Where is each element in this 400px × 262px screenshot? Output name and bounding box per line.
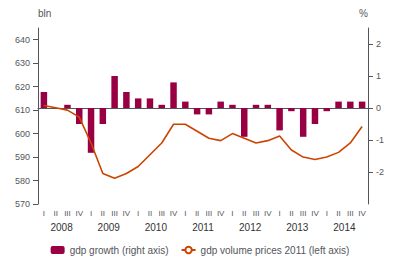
svg-text:II: II xyxy=(101,209,105,218)
svg-text:III: III xyxy=(111,209,118,218)
svg-text:0: 0 xyxy=(376,103,381,113)
svg-text:600: 600 xyxy=(15,129,30,139)
svg-text:I: I xyxy=(137,209,139,218)
svg-text:IV: IV xyxy=(311,209,319,218)
svg-text:2009: 2009 xyxy=(98,222,121,233)
svg-text:IV: IV xyxy=(217,209,225,218)
svg-text:IV: IV xyxy=(358,209,366,218)
svg-text:IV: IV xyxy=(170,209,178,218)
svg-text:630: 630 xyxy=(15,58,30,68)
svg-text:-2: -2 xyxy=(376,167,384,177)
svg-text:580: 580 xyxy=(15,176,30,186)
svg-text:I: I xyxy=(90,209,92,218)
svg-text:II: II xyxy=(336,209,340,218)
svg-text:I: I xyxy=(231,209,233,218)
svg-text:2: 2 xyxy=(376,39,381,49)
svg-text:II: II xyxy=(53,209,57,218)
svg-text:I: I xyxy=(278,209,280,218)
svg-text:IV: IV xyxy=(264,209,272,218)
svg-text:gdp growth (right axis): gdp growth (right axis) xyxy=(70,245,169,256)
svg-text:I: I xyxy=(326,209,328,218)
svg-text:%: % xyxy=(359,8,368,19)
svg-text:IV: IV xyxy=(75,209,83,218)
svg-text:620: 620 xyxy=(15,82,30,92)
svg-text:2011: 2011 xyxy=(192,222,214,233)
svg-text:590: 590 xyxy=(15,152,30,162)
svg-text:gdp volume prices 2011 (left a: gdp volume prices 2011 (left axis) xyxy=(201,245,350,256)
svg-text:610: 610 xyxy=(15,105,30,115)
svg-text:III: III xyxy=(64,209,71,218)
svg-text:2010: 2010 xyxy=(145,222,168,233)
svg-text:bln: bln xyxy=(38,8,51,19)
svg-text:III: III xyxy=(253,209,260,218)
svg-text:III: III xyxy=(347,209,354,218)
svg-text:I: I xyxy=(43,209,45,218)
svg-text:640: 640 xyxy=(15,35,30,45)
svg-text:1: 1 xyxy=(376,71,381,81)
svg-text:III: III xyxy=(300,209,307,218)
svg-text:II: II xyxy=(289,209,293,218)
svg-text:II: II xyxy=(195,209,199,218)
svg-text:IV: IV xyxy=(123,209,131,218)
svg-text:II: II xyxy=(148,209,152,218)
svg-text:2008: 2008 xyxy=(50,222,73,233)
svg-text:2014: 2014 xyxy=(333,222,356,233)
svg-text:II: II xyxy=(242,209,246,218)
svg-text:III: III xyxy=(206,209,213,218)
svg-text:2013: 2013 xyxy=(286,222,309,233)
svg-text:III: III xyxy=(158,209,165,218)
svg-text:2012: 2012 xyxy=(239,222,262,233)
svg-text:-1: -1 xyxy=(376,135,384,145)
svg-text:I: I xyxy=(184,209,186,218)
svg-text:570: 570 xyxy=(15,199,30,209)
